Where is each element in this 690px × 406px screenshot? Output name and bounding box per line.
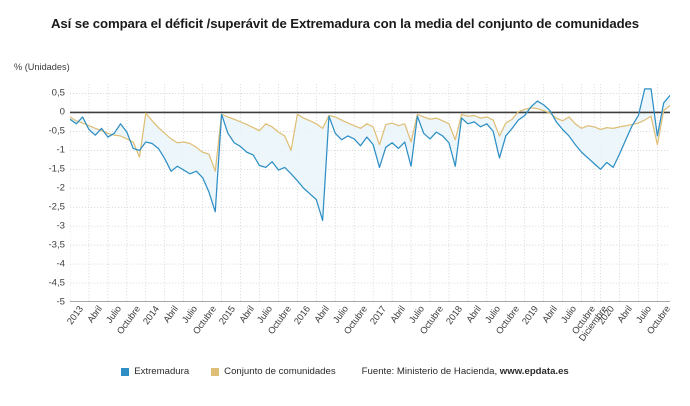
source-note: Fuente: Ministerio de Hacienda, www.epda…	[362, 366, 569, 377]
y-tick-label: -0,5	[48, 125, 65, 137]
x-tick-label: 2015	[216, 304, 237, 327]
x-tick-label: 2013	[65, 304, 86, 327]
x-tick-label: Abril	[540, 304, 559, 325]
legend-item-conjunto[interactable]: Conjunto de comunidades	[211, 366, 336, 377]
x-tick-label: 2017	[368, 304, 389, 327]
x-tick-label: Abril	[161, 304, 180, 325]
x-tick-label: 2014	[140, 304, 161, 327]
x-tick-label: 2019	[519, 304, 540, 327]
y-tick-label: -2,5	[48, 201, 65, 213]
y-tick-label: -4	[56, 258, 65, 270]
legend-swatch-conjunto	[211, 367, 220, 376]
x-tick-label: Abril	[236, 304, 256, 325]
x-axis-tick-labels: 2013 Abril Julio Octubre 2014 Abril Julio Octub…	[65, 304, 672, 374]
legend-label-extremadura: Extremadura	[134, 366, 190, 377]
y-tick-label: -1,5	[48, 163, 65, 175]
y-tick-label: -5	[56, 296, 65, 308]
series-line-extremadura	[70, 88, 670, 222]
x-tick-label: 2016	[292, 304, 313, 327]
x-tick-label: Abril	[85, 304, 105, 325]
x-tick-label: Abril	[615, 304, 635, 325]
y-tick-label: 0,5	[51, 87, 65, 99]
x-tick-label: Abril	[312, 304, 332, 325]
y-tick-label: 0	[59, 106, 65, 118]
source-link[interactable]: www.epdata.es	[499, 366, 569, 377]
y-axis-tick-labels: 0,5 0 -0,5 -1 -1,5 -2 -2,5 -3 -3,5 -4 -4,5 -5	[10, 84, 65, 308]
y-tick-label: -2	[56, 182, 65, 194]
plot-area	[70, 84, 670, 302]
x-tick-label: 2018	[444, 304, 465, 327]
chart-legend: Extremadura Conjunto de comunidades Fuen…	[0, 366, 690, 377]
plot-background	[70, 84, 670, 302]
page-title: Así se compara el déficit /superávit de …	[50, 16, 640, 31]
y-tick-label: -3	[56, 220, 65, 232]
y-axis-unit-label: % (Unidades)	[14, 62, 70, 72]
y-tick-label: -3,5	[48, 239, 65, 251]
series-line-conjunto-de-comunidades	[70, 104, 670, 172]
x-tick-label: Abril	[464, 304, 483, 325]
legend-item-extremadura[interactable]: Extremadura	[121, 366, 189, 377]
x-tick-label: Abril	[388, 304, 408, 325]
series-area-fill	[70, 88, 670, 221]
y-tick-label: -4,5	[48, 277, 65, 289]
y-tick-label: -1	[56, 144, 65, 156]
line-chart-svg	[70, 84, 670, 302]
legend-label-conjunto: Conjunto de comunidades	[224, 366, 336, 377]
legend-swatch-extremadura	[121, 367, 130, 376]
source-prefix: Fuente: Ministerio de Hacienda,	[361, 366, 500, 377]
